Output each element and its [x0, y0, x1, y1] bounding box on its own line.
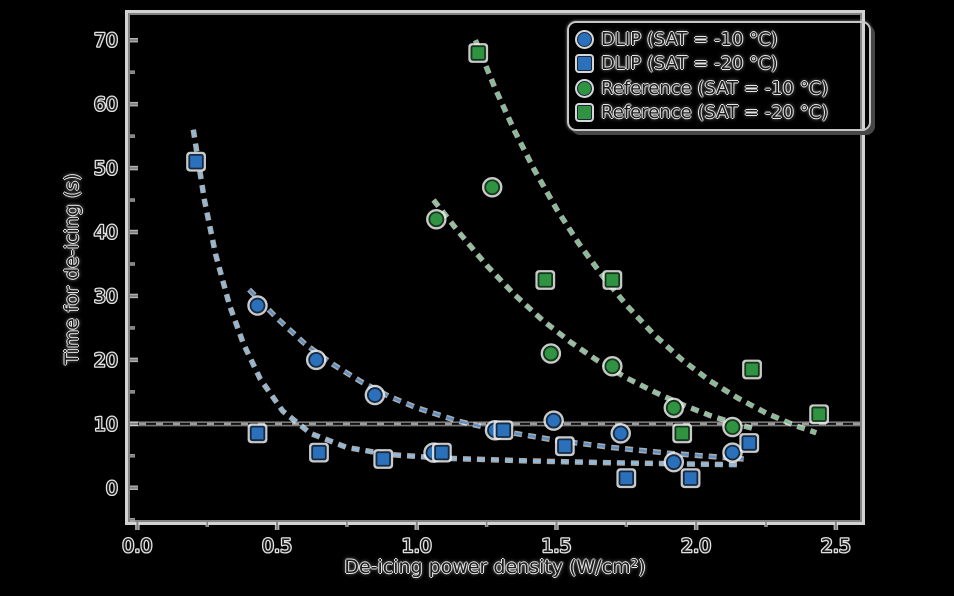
- legend-item-dlip_sat_minus10: DLIP (SAT = -10 °C): [577, 29, 861, 50]
- reference_sat_minus10-marker: [724, 419, 741, 435]
- y-tick-label: 60: [94, 94, 118, 116]
- dlip_sat_minus10-marker: [249, 297, 266, 314]
- y-tick-label: 30: [94, 285, 118, 307]
- reference_sat_minus20-marker: [744, 361, 760, 378]
- dlip_sat_minus20-marker-halo: [186, 151, 206, 172]
- dlip_sat_minus10-marker-halo: [247, 295, 268, 316]
- y-tick-label: 70: [94, 30, 118, 52]
- reference_sat_minus20-marker-halo: [468, 43, 489, 63]
- reference_sat_minus20-marker-halo: [535, 270, 556, 290]
- legend: DLIP (SAT = -10 °C) DLIP (SAT = -20 °C) Re…: [567, 21, 871, 131]
- dlip_sat_minus10-marker: [366, 387, 383, 403]
- dlip_sat_minus10-legend-circle-icon: [577, 32, 592, 48]
- dlip_sat_minus20-marker: [682, 470, 699, 486]
- reference_sat_minus10-marker-halo: [722, 416, 743, 438]
- x-tick-label: 1.5: [541, 535, 571, 557]
- x-tick-label: 0.0: [122, 535, 152, 557]
- reference_sat_minus10-marker: [542, 345, 559, 362]
- reference_sat_minus10-marker-halo: [663, 397, 685, 419]
- y-tick-label: 50: [94, 158, 118, 180]
- dlip_sat_minus20-marker: [249, 425, 266, 442]
- reference_sat_minus20-marker: [604, 272, 621, 288]
- dlip_sat_minus20-legend-square-icon: [577, 56, 592, 72]
- dlip_sat_minus20-marker: [618, 470, 635, 486]
- reference_sat_minus10-marker: [604, 358, 621, 375]
- dlip_sat_minus20-marker-halo: [739, 433, 760, 453]
- y-axis-label: Time for de-icing (s): [61, 173, 83, 365]
- reference_sat_minus20-marker-halo: [672, 423, 693, 444]
- legend-item-reference_sat_minus20: Reference (SAT = -20 °C): [577, 102, 861, 123]
- reference_sat_minus10-fit-halo: [431, 198, 759, 433]
- legend-item-reference_sat_minus10: Reference (SAT = -10 °C): [577, 78, 861, 99]
- dlip_sat_minus20-marker: [188, 153, 204, 170]
- dlip_sat_minus10-marker-halo: [610, 423, 631, 444]
- legend-item-dlip_sat_minus20: DLIP (SAT = -20 °C): [577, 53, 861, 74]
- dlip_sat_minus20-marker-halo: [493, 420, 514, 441]
- axes-frame: [128, 13, 862, 522]
- legend-label: Reference (SAT = -20 °C): [601, 101, 829, 123]
- dlip_sat_minus20-marker: [741, 435, 757, 451]
- dlip_sat_minus20-fit-line: [192, 129, 741, 466]
- dlip_sat_minus20-marker: [495, 422, 512, 438]
- reference_sat_minus10-marker-halo: [426, 208, 447, 230]
- y-tick-label: 10: [94, 413, 118, 435]
- dlip_sat_minus20-marker-halo: [554, 436, 575, 457]
- dlip_sat_minus20-marker-halo: [432, 442, 452, 463]
- reference_sat_minus20-marker: [470, 45, 486, 61]
- legend-label: DLIP (SAT = -20 °C): [601, 53, 778, 75]
- x-tick-label: 2.5: [821, 535, 851, 557]
- dlip_sat_minus20-marker: [375, 451, 391, 467]
- reference_sat_minus20-marker: [674, 425, 690, 442]
- reference_sat_minus20-fit-line: [474, 39, 817, 434]
- axes-frame-highlight: [125, 10, 865, 525]
- reference_sat_minus10-marker-halo: [540, 343, 562, 364]
- reference_sat_minus10-fit-line: [432, 199, 758, 431]
- dlip_sat_minus10-marker: [665, 454, 682, 471]
- y-tick-label: 40: [94, 222, 118, 244]
- dlip_sat_minus20-marker-halo: [309, 442, 329, 463]
- reference_sat_minus20-marker-halo: [742, 359, 762, 380]
- reference_sat_minus10-marker-halo: [481, 177, 503, 198]
- reference_sat_minus20-legend-square-icon: [577, 104, 592, 120]
- y-tick-label: 20: [94, 349, 118, 371]
- reference_sat_minus10-marker: [428, 211, 445, 228]
- reference_sat_minus20-marker-halo: [809, 404, 829, 425]
- dlip_sat_minus20-marker: [311, 444, 327, 461]
- reference_sat_minus10-marker-halo: [602, 356, 623, 377]
- legend-label: DLIP (SAT = -10 °C): [601, 29, 778, 51]
- dlip_sat_minus20-marker: [434, 444, 450, 461]
- dlip_sat_minus10-marker: [545, 412, 562, 429]
- legend-label: Reference (SAT = -10 °C): [601, 77, 829, 99]
- dlip_sat_minus10-fit-line: [248, 288, 744, 461]
- dlip_sat_minus10-marker-halo: [722, 442, 743, 463]
- dlip_sat_minus20-marker-halo: [373, 449, 394, 469]
- dlip_sat_minus10-marker: [612, 425, 629, 442]
- x-tick-label: 1.0: [402, 535, 432, 557]
- y-tick-label: 0: [106, 477, 118, 499]
- reference_sat_minus20-marker: [537, 272, 553, 288]
- reference_sat_minus10-marker: [484, 179, 501, 196]
- reference_sat_minus10-legend-circle-icon: [577, 80, 592, 96]
- reference_sat_minus20-marker: [811, 406, 827, 422]
- dlip_sat_minus20-fit-halo: [190, 129, 741, 468]
- dlip_sat_minus10-marker: [724, 444, 741, 461]
- dlip_sat_minus10-marker-halo: [364, 384, 386, 406]
- dlip_sat_minus10-marker-halo: [663, 451, 685, 473]
- dlip_sat_minus20-marker: [557, 438, 573, 454]
- reference_sat_minus20-marker-halo: [602, 270, 623, 290]
- dlip_sat_minus20-marker-halo: [616, 468, 637, 489]
- dlip_sat_minus10-marker-halo: [543, 410, 564, 431]
- x-axis-label: De-icing power density (W/cm²): [344, 556, 646, 578]
- x-tick-label: 2.0: [681, 535, 711, 557]
- dlip_sat_minus20-marker-halo: [247, 423, 268, 444]
- x-tick-label: 0.5: [262, 535, 292, 557]
- dlip_sat_minus10-marker-halo: [305, 349, 327, 371]
- dlip_sat_minus20-marker-halo: [680, 468, 701, 489]
- dlip_sat_minus10-marker: [308, 351, 325, 368]
- reference_sat_minus10-marker: [665, 399, 682, 416]
